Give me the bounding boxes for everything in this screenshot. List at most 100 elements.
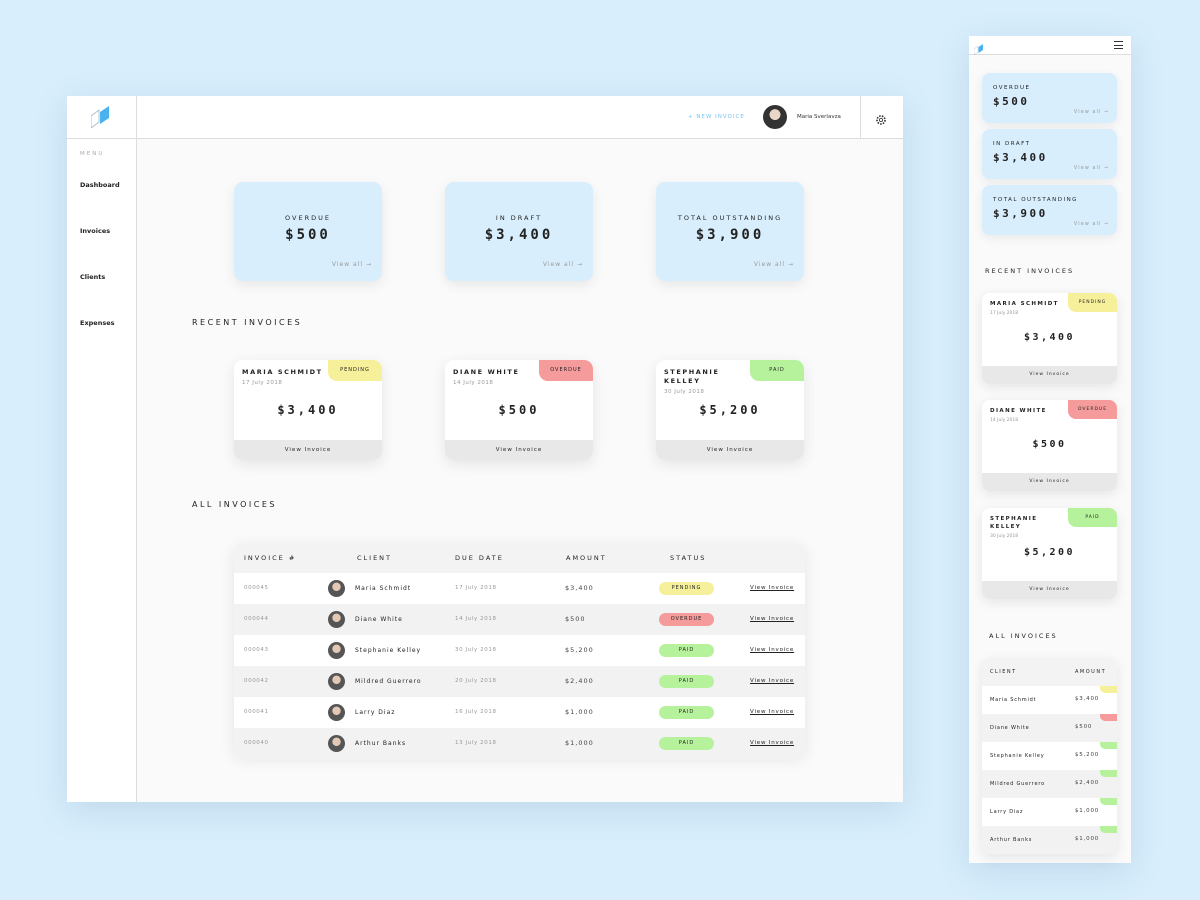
view-all-link[interactable]: View all → xyxy=(1073,109,1109,115)
amount: $2,400 xyxy=(1075,780,1100,786)
view-invoice-button[interactable]: View Invoice xyxy=(234,440,382,460)
client-name: Mildred Guerrero xyxy=(990,781,1045,787)
view-invoice-button[interactable]: View Invoice xyxy=(982,473,1117,491)
client-name: Mildred Guerrero xyxy=(355,678,422,685)
summary-card xyxy=(656,182,804,281)
column-header: CLIENT xyxy=(990,669,1017,675)
client-name: Larry Diaz xyxy=(990,809,1024,815)
amount: $3,400 xyxy=(565,584,594,592)
summary-amount: $3,900 xyxy=(993,207,1048,220)
amount: $1,000 xyxy=(565,739,594,747)
menu-item[interactable]: Clients xyxy=(80,273,106,281)
column-header: CLIENT xyxy=(357,554,393,562)
status-indicator xyxy=(1100,798,1117,805)
client-name: Larry Diaz xyxy=(355,709,396,716)
amount: $1,000 xyxy=(565,708,594,716)
status-indicator xyxy=(1100,770,1117,777)
logo[interactable] xyxy=(973,40,983,56)
view-all-link[interactable]: View all → xyxy=(1073,165,1109,171)
logo[interactable] xyxy=(90,106,109,129)
client-name: Diane White xyxy=(355,616,403,623)
summary-amount: $3,900 xyxy=(695,227,765,243)
summary-label: TOTAL OUTSTANDING xyxy=(677,214,783,222)
summary-label: TOTAL OUTSTANDING xyxy=(993,197,1078,203)
view-all-link[interactable]: View all → xyxy=(1073,221,1109,227)
user-name[interactable]: Maria Sverlavza xyxy=(797,114,841,120)
view-invoice-button[interactable]: View Invoice xyxy=(982,581,1117,599)
due-date: 17 July 2018 xyxy=(455,585,497,591)
view-invoice-link[interactable]: View Invoice xyxy=(750,647,795,653)
invoice-amount: $3,400 xyxy=(277,403,339,417)
status-indicator xyxy=(1100,686,1117,693)
view-all-link[interactable]: View all → xyxy=(753,261,794,268)
table-row xyxy=(234,666,805,697)
table-header xyxy=(234,543,805,573)
menu-item[interactable]: Dashboard xyxy=(80,181,120,189)
invoice-amount: $500 xyxy=(1032,439,1067,450)
view-invoice-link[interactable]: View Invoice xyxy=(750,740,795,746)
view-invoice-link[interactable]: View Invoice xyxy=(750,678,795,684)
column-header: DUE DATE xyxy=(455,554,504,562)
view-invoice-button[interactable]: View Invoice xyxy=(445,440,593,460)
client-name: STEPHANIE KELLEY xyxy=(990,516,1038,530)
view-all-link[interactable]: View all → xyxy=(542,261,583,268)
client-name: MARIA SCHMIDT xyxy=(242,368,323,376)
client-name: STEPHANIE KELLEY xyxy=(664,368,720,385)
status-pill: PAID xyxy=(659,675,714,688)
mobile-top-bar xyxy=(969,36,1131,55)
invoice-amount: $5,200 xyxy=(1023,547,1076,558)
status-pill: OVERDUE xyxy=(659,613,714,626)
summary-card xyxy=(234,182,382,281)
menu-item[interactable]: Expenses xyxy=(80,319,115,327)
client-name: Stephanie Kelley xyxy=(355,647,422,654)
view-invoice-link[interactable]: View Invoice xyxy=(750,709,795,715)
status-pill: PAID xyxy=(659,737,714,750)
summary-amount: $3,400 xyxy=(484,227,554,243)
client-avatar xyxy=(328,673,345,690)
invoice-id: 000040 xyxy=(244,740,269,746)
summary-amount: $500 xyxy=(285,227,331,243)
client-name: Maria Schmidt xyxy=(355,585,412,592)
view-all-link[interactable]: View all → xyxy=(331,261,372,268)
summary-card xyxy=(982,129,1117,179)
amount: $5,200 xyxy=(1075,752,1100,758)
view-invoice-link[interactable]: View Invoice xyxy=(750,616,795,622)
client-avatar xyxy=(328,580,345,597)
client-avatar xyxy=(328,735,345,752)
new-invoice-button[interactable]: + NEW INVOICE xyxy=(688,114,745,120)
status-tag: OVERDUE xyxy=(539,360,593,381)
table-header xyxy=(982,658,1117,686)
status-pill: PAID xyxy=(659,706,714,719)
settings-icon[interactable] xyxy=(875,111,887,125)
section-title: RECENT INVOICES xyxy=(192,318,303,327)
invoice-table xyxy=(234,543,805,755)
amount: $1,000 xyxy=(1075,808,1100,814)
menu-item[interactable]: Invoices xyxy=(80,227,111,235)
column-header: STATUS xyxy=(670,554,707,562)
invoice-date: 14 July 2018 xyxy=(453,380,494,386)
client-avatar xyxy=(328,642,345,659)
invoice-date: 30 July 2018 xyxy=(990,534,1019,539)
amount: $500 xyxy=(1075,724,1093,730)
summary-card xyxy=(982,73,1117,123)
invoice-date: 17 July 2018 xyxy=(990,311,1019,316)
column-header: INVOICE # xyxy=(244,554,297,562)
table-row xyxy=(982,714,1117,742)
due-date: 20 July 2018 xyxy=(455,678,497,684)
section-title: RECENT INVOICES xyxy=(985,267,1075,275)
client-avatar xyxy=(328,704,345,721)
amount: $2,400 xyxy=(565,677,594,685)
client-name: MARIA SCHMIDT xyxy=(990,301,1059,307)
summary-label: IN DRAFT xyxy=(993,141,1031,147)
view-invoice-button[interactable]: View Invoice xyxy=(982,366,1117,384)
menu-label: MENU xyxy=(80,151,105,157)
view-invoice-button[interactable]: View Invoice xyxy=(656,440,804,460)
summary-label: OVERDUE xyxy=(993,85,1031,91)
amount: $5,200 xyxy=(565,646,594,654)
invoice-id: 000045 xyxy=(244,585,269,591)
view-invoice-link[interactable]: View Invoice xyxy=(750,585,795,591)
client-name: DIANE WHITE xyxy=(990,408,1047,414)
menu-button[interactable] xyxy=(1114,41,1123,49)
invoice-id: 000042 xyxy=(244,678,269,684)
amount: $500 xyxy=(565,615,586,623)
